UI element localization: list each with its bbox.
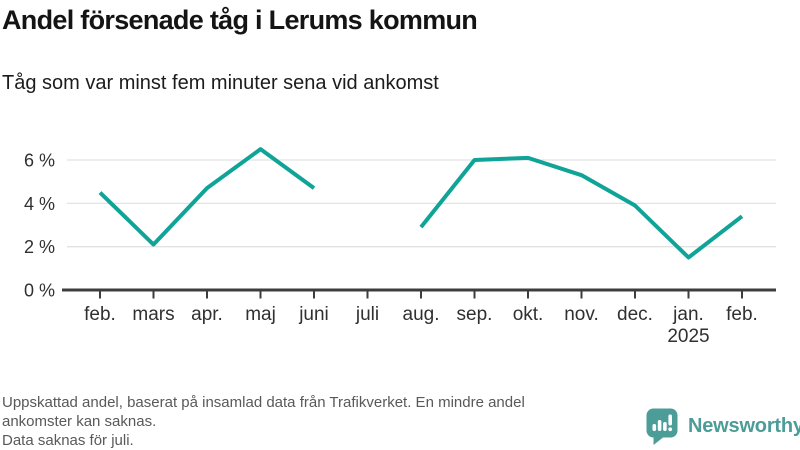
x-tick-label: feb. (84, 304, 116, 325)
missing-data-note: Data saknas för juli. (2, 432, 134, 449)
x-tick-label: nov. (564, 304, 599, 325)
x-tick-label: jan. (672, 304, 704, 325)
data-line (419, 155, 744, 260)
x-tick-label: maj (245, 304, 276, 325)
x-tick-label: juli (355, 304, 379, 325)
x-tick-label: apr. (191, 304, 223, 325)
x-tick-label: dec. (617, 304, 653, 325)
y-tick-label: 6 % (24, 151, 55, 171)
source-line: Uppskattad andel, baserat på insamlad da… (2, 394, 525, 411)
chart-title: Andel försenade tåg i Lerums kommun (2, 5, 478, 35)
source-line: ankomster kan saknas. (2, 413, 157, 430)
y-tick-label: 0 % (24, 281, 55, 301)
x-tick-label: sep. (457, 304, 493, 325)
x-tick-label: juni (298, 304, 329, 325)
newsworthy-wordmark: Newsworthy (688, 414, 800, 437)
x-tick-label: okt. (513, 304, 544, 325)
line-chart: 0 % 2 % 4 % 6 % feb. mars apr. maj juni juli aug. s… (24, 147, 776, 347)
x-tick-label: mars (132, 304, 174, 325)
newsworthy-bubble-chart-icon (646, 408, 678, 445)
source-note: Uppskattad andel, baserat på insamlad da… (2, 393, 525, 450)
x-tick-label: feb. (726, 304, 758, 325)
y-tick-label: 2 % (24, 237, 55, 257)
data-line (98, 147, 316, 247)
chart-subtitle: Tåg som var minst fem minuter sena vid a… (2, 72, 439, 94)
y-tick-label: 4 % (24, 194, 55, 214)
year-label: 2025 (667, 326, 709, 347)
x-tick-label: aug. (403, 304, 440, 325)
newsworthy-logo: Newsworthy (645, 407, 800, 445)
